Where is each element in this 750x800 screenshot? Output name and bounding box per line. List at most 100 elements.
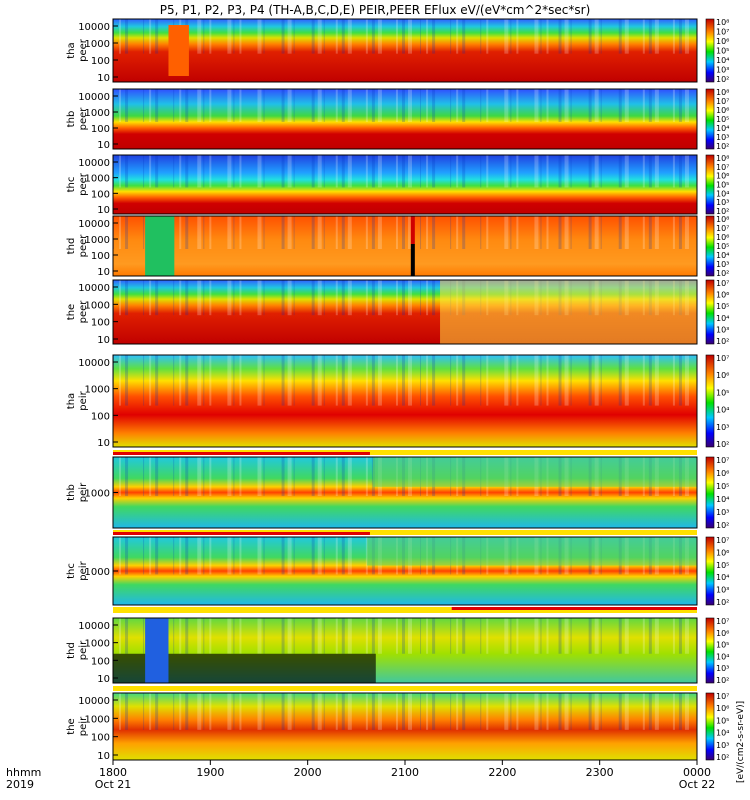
spectrogram-texture: [113, 89, 689, 122]
panel-ylabel: peer: [78, 107, 89, 131]
colorbar-tick-label: 10⁵: [716, 181, 729, 190]
panel-ylabel: peir: [78, 482, 89, 502]
colorbar-tick-label: 10⁷: [716, 354, 729, 363]
colorbar-tick-label: 10⁴: [716, 189, 729, 198]
colorbar-tick-label: 10⁴: [716, 124, 729, 133]
spectrogram-texture: [113, 216, 689, 249]
feature-spike: [410, 216, 415, 244]
colorbar-tick-label: 10⁴: [716, 495, 729, 504]
colorbar-tick-label: 10³: [716, 133, 729, 142]
colorbar-the-peer: [705, 279, 715, 345]
y-tick-label: 10000: [78, 92, 110, 103]
colorbar-tick-label: 10⁶: [716, 469, 729, 478]
colorbar-tick-label: 10³: [716, 664, 729, 673]
spectrogram-texture: [113, 693, 689, 730]
colorbar-tick-label: 10³: [716, 66, 729, 75]
colorbar-tick-label: 10⁶: [716, 37, 729, 46]
colorbar-tick-label: 10⁵: [716, 115, 729, 124]
colorbar-tick-label: 10⁸: [716, 215, 729, 224]
colorbar-tick-label: 10⁶: [716, 172, 729, 181]
y-tick-label: 1000: [85, 714, 110, 725]
spectrogram-texture: [113, 19, 689, 54]
spectrogram-tha-peir: [113, 355, 697, 447]
y-tick-label: 10: [97, 73, 110, 84]
colorbar-tick-label: 10⁴: [716, 573, 729, 582]
y-tick-label: 10000: [78, 22, 110, 33]
panel-ylabel: peer: [78, 234, 89, 258]
feature-shift: [372, 457, 697, 487]
availability-bar: [113, 607, 697, 613]
y-tick-label: 1000: [85, 489, 110, 500]
colorbar-tick-label: 10⁵: [716, 302, 729, 311]
figure-title: P5, P1, P2, P3, P4 (TH-A,B,C,D,E) PEIR,P…: [160, 3, 591, 17]
colorbar-thd-peir: [705, 617, 715, 684]
colorbar-tick-label: 10⁵: [716, 388, 729, 397]
panel-ylabel: thb: [66, 484, 77, 501]
y-tick-label: 1000: [85, 385, 110, 396]
colorbar-tick-label: 10²: [716, 269, 729, 278]
y-tick-label: 10: [97, 438, 110, 449]
colorbar-tick-label: 10²: [716, 753, 729, 762]
time-axis-label-hhmm: hhmm: [6, 766, 41, 779]
feature-heating: [440, 280, 697, 344]
colorbar-tick-label: 10⁷: [716, 692, 729, 701]
feature-gap: [145, 216, 175, 276]
colorbar-tick-label: 10⁴: [716, 251, 729, 260]
colorbar-tick-label: 10⁷: [716, 536, 729, 545]
panel-ylabel: peer: [78, 172, 89, 196]
panel-ylabel: peir: [78, 390, 89, 410]
colorbar-tick-label: 10⁶: [716, 233, 729, 242]
colorbar-tick-label: 10⁵: [716, 716, 729, 725]
panel-frame: [112, 18, 698, 83]
panel-ylabel: thd: [66, 642, 77, 659]
y-tick-label: 10000: [78, 219, 110, 230]
colorbar-tick-label: 10⁸: [716, 154, 729, 163]
panel-ylabel: peir: [78, 640, 89, 660]
time-tick-label: 1800: [99, 766, 127, 779]
time-tick-label: 2200: [488, 766, 516, 779]
y-tick-label: 10000: [78, 283, 110, 294]
colorbar-tick-label: 10²: [716, 598, 729, 607]
colorbar-tick-label: 10⁷: [716, 617, 729, 626]
colorbar-tick-label: 10²: [716, 676, 729, 685]
availability-bar-red: [451, 607, 697, 610]
colorbar-tick-label: 10³: [716, 325, 729, 334]
spectrogram-tha-peer: [113, 19, 697, 82]
time-axis-label-year: 2019: [6, 778, 34, 791]
time-tick-label: 2100: [391, 766, 419, 779]
y-tick-label: 100: [91, 189, 110, 200]
y-tick-label: 10: [97, 335, 110, 346]
colorbar-tick-label: 10⁴: [716, 314, 729, 323]
time-tick-date: Oct 22: [679, 778, 716, 791]
colorbar-tick-label: 10⁶: [716, 106, 729, 115]
colorbar-tick-label: 10³: [716, 508, 729, 517]
y-tick-label: 10: [97, 674, 110, 685]
panel-frame: [112, 154, 698, 215]
colorbar-unit-label: [eV/(cm2-s-sr-eV)]: [736, 701, 746, 783]
y-tick-label: 100: [91, 56, 110, 67]
y-tick-label: 10: [97, 140, 110, 151]
colorbar-tick-label: 10⁷: [716, 456, 729, 465]
colorbar-tick-label: 10⁷: [716, 28, 729, 37]
y-tick-label: 10: [97, 205, 110, 216]
panel-thb-peir: 1000 thb peir 10² 10³ 10⁴ 10⁵ 10⁶ 10⁷: [66, 456, 729, 530]
colorbar-tick-label: 10³: [716, 260, 729, 269]
y-tick-label: 10000: [78, 696, 110, 707]
spectrogram-thb-peer: [113, 89, 697, 149]
time-tick-label: 1900: [196, 766, 224, 779]
spectrogram-thd-peer: [113, 216, 697, 276]
panel-thc-peir: 1000 thc peir 10² 10³ 10⁴ 10⁵ 10⁶ 10⁷: [66, 536, 729, 607]
y-tick-label: 1000: [85, 639, 110, 650]
y-tick-label: 1000: [85, 39, 110, 50]
availability-bar: [113, 450, 697, 455]
availability-bar-red: [113, 532, 370, 535]
y-tick-label: 10000: [78, 621, 110, 632]
y-tick-label: 10000: [78, 358, 110, 369]
panel-ylabel: peer: [78, 38, 89, 62]
colorbar-tick-label: 10²: [716, 337, 729, 346]
